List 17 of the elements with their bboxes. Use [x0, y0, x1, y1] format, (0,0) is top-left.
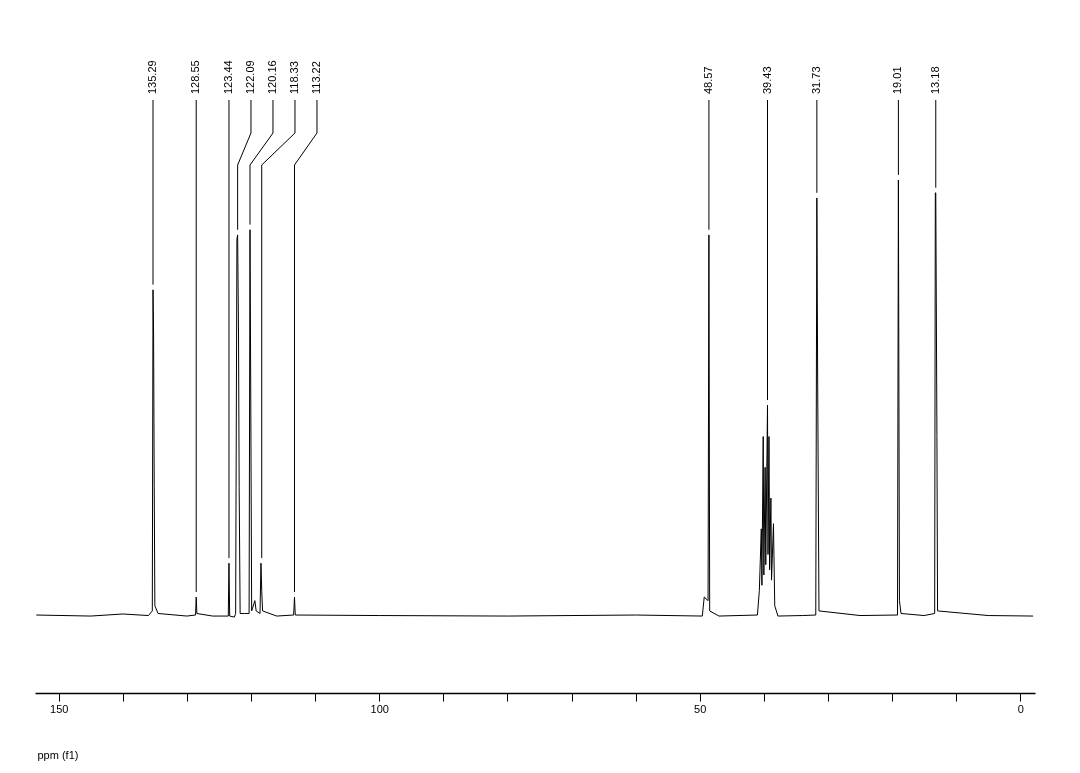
annotation: 13.18	[928, 66, 941, 94]
annotation: 128.55	[189, 60, 202, 94]
annotation: 19.01	[891, 66, 904, 94]
annotation: 31.73	[809, 66, 822, 94]
annotation: 122.09	[243, 60, 256, 94]
annotation: 118.33	[287, 61, 300, 94]
annotation: 48.57	[701, 66, 714, 94]
x-tick-label: 100	[370, 702, 389, 715]
x-tick-label: 50	[694, 702, 707, 715]
x-tick-label: 150	[50, 702, 69, 715]
annotation: 39.43	[760, 66, 773, 94]
x-axis-title: ppm (f1)	[37, 748, 79, 761]
annotation: 120.16	[265, 60, 278, 94]
annotation: 113.22	[309, 61, 322, 94]
annotation: 135.29	[146, 60, 159, 94]
annotation: 123.44	[221, 60, 234, 94]
x-tick-label: 0	[1017, 702, 1024, 715]
